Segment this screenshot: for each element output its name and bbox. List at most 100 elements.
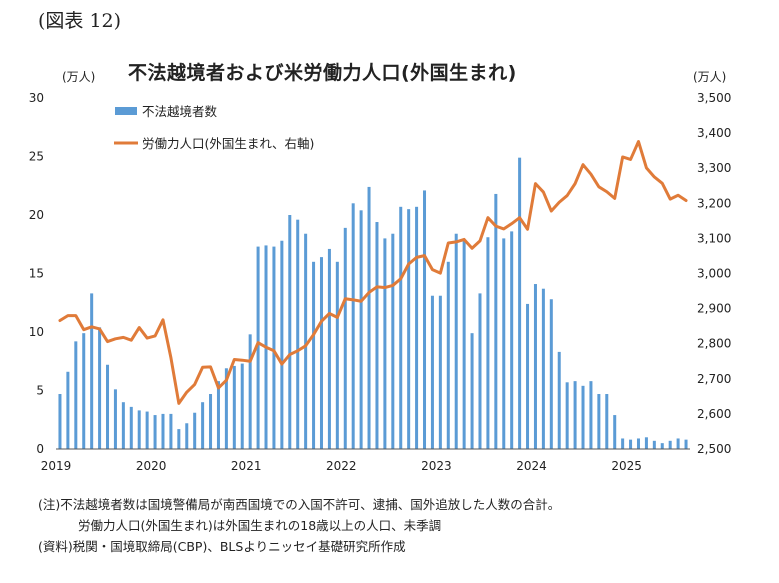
bar — [121, 402, 125, 449]
bar — [407, 209, 411, 449]
chart-title: 不法越境者および米労働力人口(外国生まれ) — [128, 62, 517, 84]
y-left-tick-label: 0 — [36, 442, 44, 456]
bar — [597, 394, 601, 449]
bar — [375, 222, 379, 449]
bar — [660, 443, 664, 449]
y-right-tick-label: 3,200 — [697, 196, 731, 210]
bar — [636, 438, 640, 449]
bar — [113, 389, 117, 449]
bar — [343, 227, 347, 449]
y-right-tick-label: 2,700 — [697, 372, 731, 386]
bar — [438, 295, 442, 449]
y-left-tick-label: 10 — [29, 325, 44, 339]
note-line-1: (注)不法越境者数は国境警備局が南西国境での入国不許可、逮捕、国外追放した人数の… — [38, 497, 561, 512]
x-tick-label: 2024 — [516, 459, 547, 473]
bar — [106, 364, 110, 449]
bar — [518, 157, 522, 450]
bar — [510, 231, 514, 449]
bar — [613, 415, 617, 449]
y-left-tick-label: 15 — [29, 267, 44, 281]
bar — [82, 333, 86, 449]
x-tick-label: 2019 — [41, 459, 72, 473]
bar — [589, 381, 593, 449]
bar — [462, 239, 466, 449]
bar — [319, 257, 323, 449]
bar-series — [58, 157, 688, 450]
tick-labels: 0510152025302,5002,6002,7002,8002,9003,0… — [29, 91, 732, 473]
bar — [526, 303, 530, 449]
bar — [399, 206, 403, 449]
bar — [169, 413, 173, 449]
bar — [470, 333, 474, 449]
x-tick-label: 2022 — [326, 459, 357, 473]
bar — [161, 413, 165, 449]
note-line-2: 労働力人口(外国生まれ)は外国生まれの18歳以上の人口、未季調 — [78, 518, 442, 533]
bar — [383, 238, 387, 449]
bar — [129, 406, 133, 449]
y-right-tick-label: 3,300 — [697, 161, 731, 175]
bar — [288, 215, 292, 449]
bar — [90, 293, 94, 449]
bar — [193, 412, 197, 449]
legend-line-label: 労働力人口(外国生まれ、右軸) — [142, 136, 314, 151]
bar — [533, 284, 537, 449]
bar — [668, 440, 672, 449]
bar — [74, 341, 78, 449]
bar — [486, 237, 490, 449]
bar — [494, 193, 498, 449]
bar — [557, 351, 561, 449]
y-left-tick-label: 30 — [29, 91, 44, 105]
right-axis-unit: (万人) — [693, 70, 727, 84]
bar — [224, 368, 228, 449]
bar — [232, 365, 236, 449]
bar — [209, 394, 213, 449]
bar — [296, 219, 300, 449]
bar — [153, 415, 157, 449]
x-tick-label: 2025 — [611, 459, 642, 473]
legend-bar-swatch — [115, 107, 137, 115]
bar — [676, 438, 680, 449]
bar — [216, 381, 220, 449]
x-tick-label: 2023 — [421, 459, 452, 473]
figure-label: (図表 12) — [38, 10, 122, 32]
bar — [359, 210, 363, 449]
x-tick-label: 2021 — [231, 459, 262, 473]
bar — [478, 293, 482, 449]
bar — [423, 190, 427, 449]
legend-bar-label: 不法越境者数 — [142, 104, 218, 119]
bar — [684, 439, 688, 449]
bar — [605, 394, 609, 449]
bar — [248, 334, 252, 449]
y-right-tick-label: 2,900 — [697, 302, 731, 316]
x-tick-label: 2020 — [136, 459, 167, 473]
y-right-tick-label: 2,600 — [697, 407, 731, 421]
legend: 不法越境者数 労働力人口(外国生まれ、右軸) — [114, 104, 314, 151]
y-right-tick-label: 2,500 — [697, 442, 731, 456]
bar — [177, 429, 181, 449]
bar — [573, 381, 577, 449]
bar — [98, 327, 102, 449]
line-series — [58, 140, 688, 405]
y-left-tick-label: 25 — [29, 150, 44, 164]
y-right-tick-label: 3,000 — [697, 267, 731, 281]
bar — [272, 246, 276, 449]
bar — [335, 261, 339, 449]
bar — [391, 233, 395, 449]
bar — [280, 240, 284, 449]
y-right-tick-label: 3,100 — [697, 231, 731, 245]
bar — [621, 438, 625, 449]
bar — [502, 238, 506, 449]
bar — [240, 363, 244, 449]
bar — [201, 402, 205, 449]
source-line: (資料)税関・国境取締局(CBP)、BLSよりニッセイ基礎研究所作成 — [38, 539, 406, 554]
bar — [549, 299, 553, 449]
y-right-tick-label: 3,500 — [697, 91, 731, 105]
bar — [629, 439, 633, 449]
bar — [415, 206, 419, 449]
bar — [58, 394, 62, 449]
bar — [312, 261, 316, 449]
bar — [581, 385, 585, 449]
bar — [256, 246, 260, 449]
bar — [137, 410, 141, 449]
bar — [652, 440, 656, 449]
